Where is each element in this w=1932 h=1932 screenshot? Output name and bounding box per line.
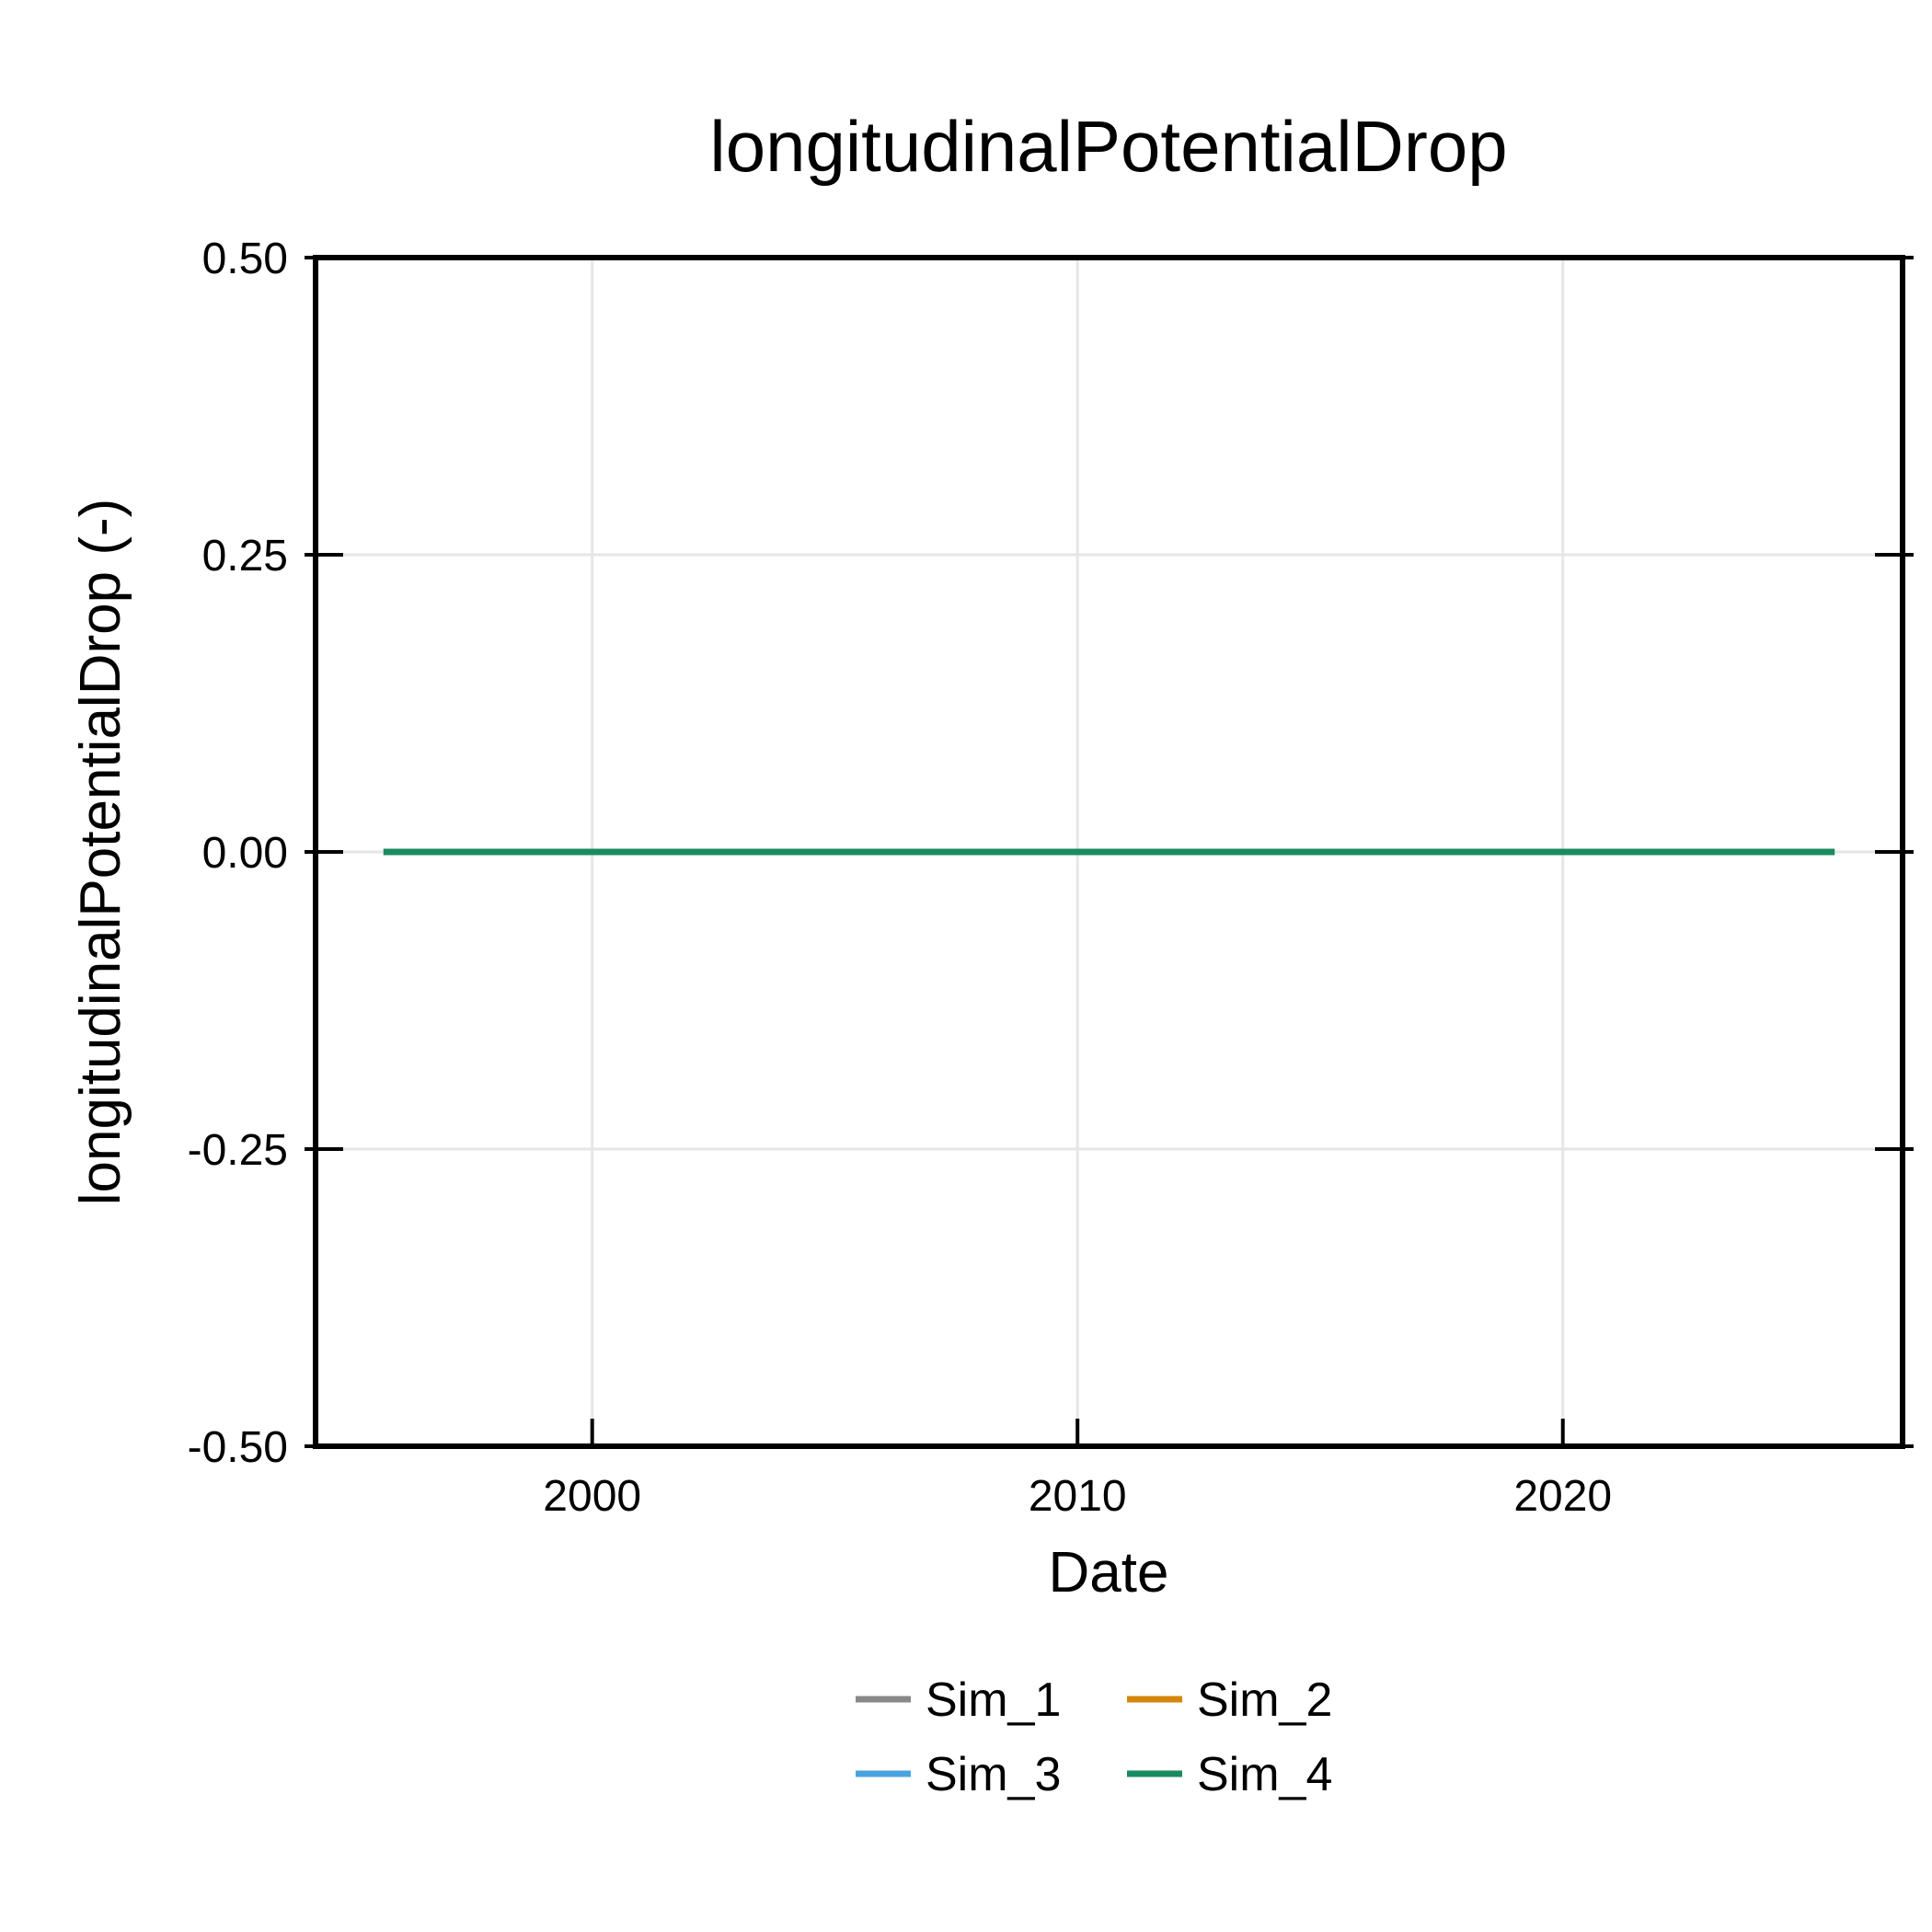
legend-label: Sim_3 [926,1748,1061,1801]
y-tick-label: -0.50 [188,1423,288,1472]
y-tick-label: 0.00 [202,829,288,878]
x-tick-label: 2000 [543,1472,641,1521]
chart-title: longitudinalPotentialDrop [709,106,1507,187]
x-tick-label: 2020 [1513,1472,1612,1521]
y-tick-label: 0.25 [202,532,288,581]
legend-label: Sim_2 [1197,1673,1332,1727]
legend-label: Sim_4 [1197,1748,1332,1801]
x-tick-label: 2010 [1029,1472,1127,1521]
legend: Sim_1 Sim_2 Sim_3 Sim_4 [856,1673,1332,1801]
x-tick-labels: 2000 2010 2020 [543,1472,1612,1521]
y-tick-labels: 0.50 0.25 0.00 -0.25 -0.50 [188,235,288,1472]
x-axis-label: Date [1049,1541,1169,1604]
y-axis-label: longitudinalPotentialDrop (-) [69,499,132,1206]
y-tick-label: 0.50 [202,235,288,283]
axis-ticks [305,256,1914,1448]
y-tick-label: -0.25 [188,1126,288,1175]
legend-label: Sim_1 [926,1673,1061,1727]
